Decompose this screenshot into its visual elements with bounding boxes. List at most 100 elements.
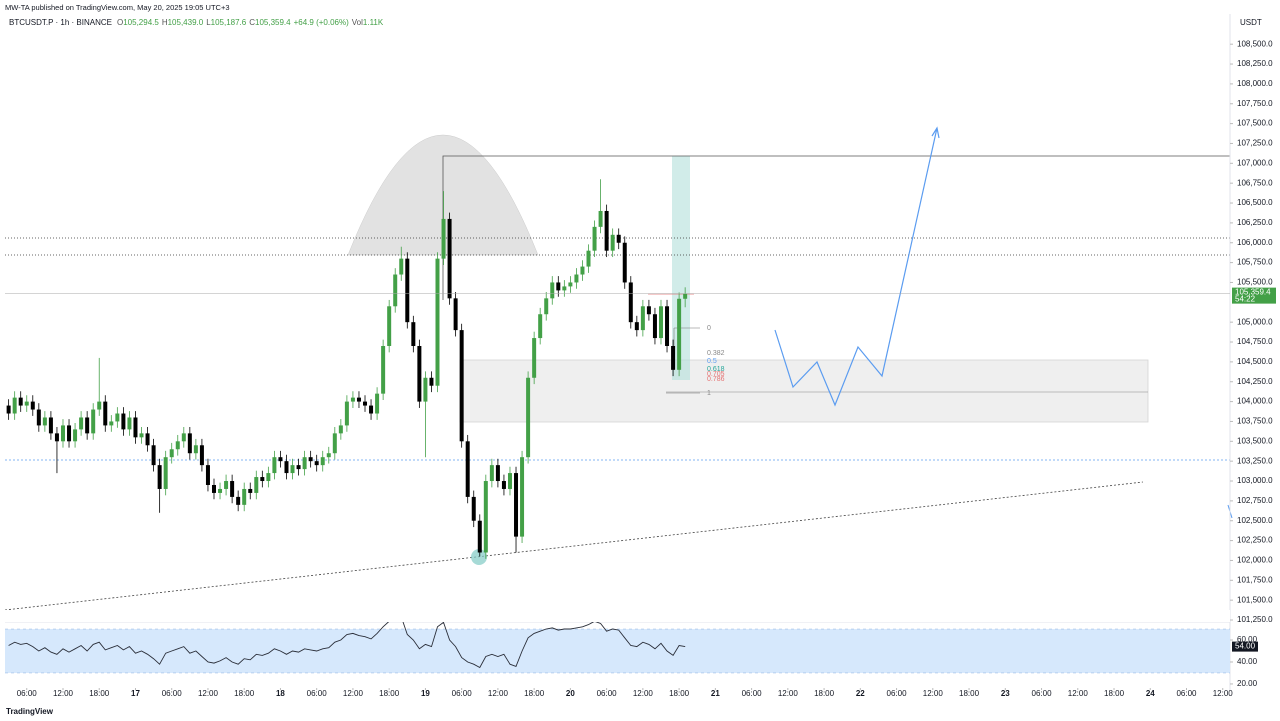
y-tick-label: 105,000.0 — [1237, 317, 1273, 326]
y-tick-label: 107,750.0 — [1237, 99, 1273, 108]
candle-body — [6, 405, 11, 414]
high-label: H — [162, 18, 168, 27]
candle-body — [218, 488, 223, 493]
candle-body — [187, 433, 192, 454]
candle-body — [91, 409, 96, 434]
candle-body — [562, 286, 567, 291]
x-tick-label: 24 — [1146, 689, 1155, 698]
candle-body — [393, 274, 398, 307]
candle-body — [580, 266, 585, 275]
candle-body — [640, 306, 645, 331]
candle-body — [665, 306, 670, 346]
x-tick-label: 12:00 — [198, 689, 219, 698]
candle-body — [24, 401, 29, 406]
candle-body — [254, 477, 259, 493]
candle-body — [42, 417, 47, 426]
candle-body — [610, 234, 615, 251]
y-tick-label: 102,750.0 — [1237, 496, 1273, 505]
low-marker — [471, 549, 487, 565]
candle-body — [320, 457, 325, 466]
currency: USDT — [1240, 18, 1262, 27]
candle-body — [290, 465, 295, 474]
candle-body — [163, 457, 168, 489]
candle-body — [272, 457, 277, 474]
candle-body — [314, 461, 319, 466]
candle-body — [544, 298, 549, 315]
candle-body — [507, 473, 512, 489]
candle-body — [236, 496, 241, 505]
rsi-clip-top — [5, 610, 1230, 622]
change-value: +64.9 (+0.06%) — [294, 18, 349, 27]
projection-arrow — [931, 126, 940, 139]
y-tick-label: 105,750.0 — [1237, 258, 1273, 267]
footer-logo: TradingView — [6, 707, 54, 716]
low-label: L — [206, 18, 211, 27]
x-tick-label: 06:00 — [1176, 689, 1197, 698]
candle-body — [671, 345, 676, 370]
x-tick-label: 12:00 — [1213, 689, 1234, 698]
candles — [5, 179, 1230, 559]
rsi-last-label: 54.00 — [1235, 642, 1256, 651]
candle-body — [501, 481, 506, 489]
candle-body — [54, 433, 59, 442]
y-tick-label: 102,000.0 — [1237, 556, 1273, 565]
y-tick-label: 105,500.0 — [1237, 278, 1273, 287]
candle-body — [169, 449, 174, 458]
x-tick-label: 12:00 — [1068, 689, 1089, 698]
x-tick-label: 18:00 — [959, 689, 980, 698]
x-tick-label: 17 — [131, 689, 140, 698]
candle-body — [109, 421, 114, 426]
x-tick-label: 18:00 — [89, 689, 110, 698]
candle-body — [181, 433, 186, 442]
candle-body — [211, 484, 216, 493]
y-tick-label: 104,000.0 — [1237, 397, 1273, 406]
y-tick-label: 103,500.0 — [1237, 436, 1273, 445]
candle-body — [48, 417, 53, 434]
candle-body — [85, 417, 90, 434]
candle-body — [435, 258, 440, 386]
rsi-line — [8, 616, 686, 669]
fib-label: 0.786 — [707, 376, 725, 383]
x-tick-label: 19 — [421, 689, 430, 698]
fib-label: 1 — [707, 390, 711, 397]
rsi-tick-label: 40.00 — [1237, 657, 1258, 666]
y-tick-label: 101,250.0 — [1237, 615, 1273, 624]
rsi-tick-label: 20.00 — [1237, 679, 1258, 688]
candle-body — [97, 401, 102, 410]
x-tick-label: 18:00 — [669, 689, 690, 698]
candle-body — [79, 417, 84, 430]
candle-body — [338, 425, 343, 434]
y-tick-label: 107,000.0 — [1237, 158, 1273, 167]
candle-body — [495, 465, 500, 482]
candle-body — [224, 481, 229, 489]
candle-body — [242, 488, 247, 505]
candle-body — [308, 457, 313, 462]
chart-legend: BTCUSDT.P · 1h · BINANCE O105,294.5 H105,4… — [9, 18, 384, 27]
candle-body — [248, 488, 253, 493]
rsi-pane: 60.00 40.00 20.00 54.00 — [5, 610, 1258, 688]
countdown: 54:22 — [1235, 295, 1256, 304]
x-tick-label: 18:00 — [814, 689, 835, 698]
x-tick-label: 12:00 — [633, 689, 654, 698]
candle-body — [266, 473, 271, 482]
volume-label: Vol — [352, 18, 363, 27]
candle-body — [592, 226, 597, 251]
candle-body — [399, 258, 404, 275]
candle-body — [127, 417, 132, 430]
candle-body — [574, 274, 579, 283]
candle-body — [453, 298, 458, 331]
fib-label: 0 — [707, 325, 711, 332]
y-tick-label: 106,500.0 — [1237, 198, 1273, 207]
close-label: C — [249, 18, 255, 27]
x-tick-label: 18:00 — [379, 689, 400, 698]
candle-body — [447, 218, 452, 299]
candle-body — [417, 345, 422, 402]
candle-body — [121, 413, 126, 430]
candle-body — [489, 465, 494, 482]
candle-body — [133, 417, 138, 438]
x-tick-label: 20 — [566, 689, 575, 698]
projection-path — [774, 127, 938, 407]
x-tick-label: 12:00 — [343, 689, 364, 698]
x-tick-label: 12:00 — [778, 689, 799, 698]
